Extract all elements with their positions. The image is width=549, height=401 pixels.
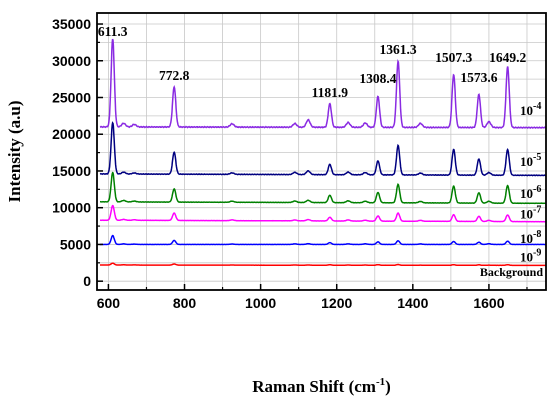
peak-label: 1573.6	[460, 70, 497, 85]
peak-label: 611.3	[98, 24, 128, 39]
y-tick-label: 0	[83, 273, 91, 289]
x-tick-label: 1600	[473, 295, 504, 311]
grid-lines	[97, 13, 546, 290]
spectra-series	[99, 38, 547, 267]
spectrum-line-6	[100, 171, 546, 205]
peak-label: 1649.2	[489, 50, 526, 65]
x-axis-title-main: Raman Shift (cm	[252, 377, 376, 396]
peak-label: 1181.9	[312, 85, 349, 100]
background-label: Background	[480, 265, 543, 279]
axis-ticks: 600 800 1000 1200 1400 1600 0 5000 10000 15000 200…	[52, 16, 528, 311]
y-tick-label: 15000	[52, 163, 91, 179]
peak-label: 1507.3	[435, 50, 472, 65]
x-tick-label: 600	[97, 295, 121, 311]
x-tick-label: 1400	[397, 295, 428, 311]
plot-frame	[96, 12, 547, 291]
x-axis-title: Raman Shift (cm-1)	[252, 376, 391, 396]
spectrum-line-5	[99, 121, 547, 177]
x-tick-label: 1000	[245, 295, 276, 311]
x-axis-title-tail: )	[385, 377, 391, 396]
concentration-label: 10-4	[520, 101, 541, 118]
y-axis-title: Intensity (a.u)	[5, 100, 24, 202]
concentration-label: 10-8	[520, 229, 541, 246]
spectrum-line-8	[99, 234, 546, 246]
annotation-labels: 611.3 772.8 1181.9 1308.4 1361.3 1507.3 1573.6…	[98, 24, 543, 279]
y-tick-label: 30000	[52, 53, 91, 69]
y-tick-label: 20000	[52, 126, 91, 142]
y-tick-label: 35000	[52, 16, 91, 32]
spectrum-line-9	[100, 262, 546, 267]
peak-label: 772.8	[159, 68, 190, 83]
concentration-label: 10-5	[520, 152, 541, 169]
x-tick-label: 800	[173, 295, 197, 311]
concentration-label: 10-6	[520, 184, 541, 201]
x-axis-title-superscript: -1	[376, 376, 385, 388]
concentration-label: 10-9	[520, 247, 541, 264]
spectrum-line-4	[99, 38, 547, 130]
x-tick-label: 1200	[321, 295, 352, 311]
peak-label: 1361.3	[380, 42, 417, 57]
concentration-label: 10-7	[520, 205, 541, 222]
y-tick-label: 25000	[52, 89, 91, 105]
y-tick-label: 10000	[52, 200, 91, 216]
peak-label: 1308.4	[359, 71, 396, 86]
spectrum-line-7	[100, 204, 546, 223]
y-tick-label: 5000	[60, 236, 91, 252]
